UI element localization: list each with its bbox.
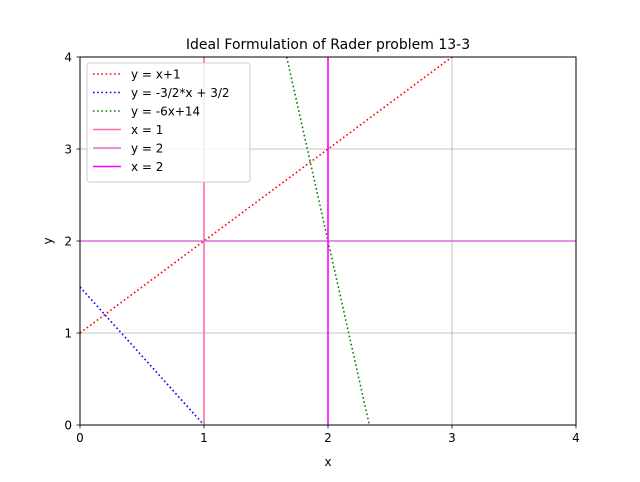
y-tick-label: 4 (64, 51, 72, 65)
legend-label-3: y = -6x+14 (131, 105, 200, 119)
axis-ticks: 0 1 2 3 4 0 1 2 3 4 (64, 51, 579, 446)
legend-box (86, 62, 251, 183)
x-axis-label: x (324, 455, 331, 469)
chart-title: Ideal Formulation of Rader problem 13-3 (186, 37, 470, 53)
series-line-2 (79, 286, 205, 426)
x-tick-label: 4 (572, 431, 580, 445)
legend: y = x+1 y = -3/2*x + 3/2 y = -6x+14 x = 1 y … (86, 62, 251, 183)
x-tick-label: 1 (200, 431, 208, 445)
y-tick-label: 1 (64, 327, 72, 341)
x-tick-label: 0 (76, 431, 84, 445)
legend-label-5: y = 2 (131, 142, 163, 156)
y-tick-label: 0 (64, 419, 72, 433)
x-tick-label: 3 (448, 431, 456, 445)
legend-label-2: y = -3/2*x + 3/2 (131, 86, 230, 100)
legend-label-1: y = x+1 (131, 68, 181, 82)
y-axis-label: y (41, 237, 55, 244)
x-tick-label: 2 (324, 431, 332, 445)
series-line-1 (79, 56, 453, 334)
legend-label-6: x = 2 (131, 160, 163, 174)
y-tick-label: 3 (64, 143, 72, 157)
y-tick-label: 2 (64, 235, 72, 249)
legend-label-4: x = 1 (131, 123, 163, 137)
